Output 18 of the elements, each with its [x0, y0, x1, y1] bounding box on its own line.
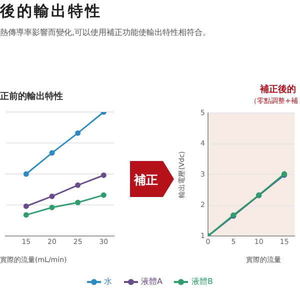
- point: [100, 172, 106, 178]
- point: [75, 200, 81, 206]
- point: [49, 150, 55, 156]
- point: [23, 203, 29, 209]
- legend-label: 水: [104, 276, 112, 287]
- point: [100, 192, 106, 198]
- legend-label: 液體B: [191, 276, 213, 287]
- chart-title: 補正後的: [260, 83, 296, 96]
- point: [49, 204, 55, 210]
- text: 熱傳導率影響而變化,可以使用補正功能使輸出特性相符合。: [0, 27, 211, 38]
- point: [49, 194, 55, 200]
- point: [75, 130, 81, 136]
- point: [23, 212, 29, 218]
- point: [75, 182, 81, 188]
- legend-label: 液體A: [141, 276, 162, 287]
- text: 補正: [134, 172, 158, 189]
- point: [23, 171, 29, 177]
- chart-title: 正前的輸出特性: [0, 90, 63, 103]
